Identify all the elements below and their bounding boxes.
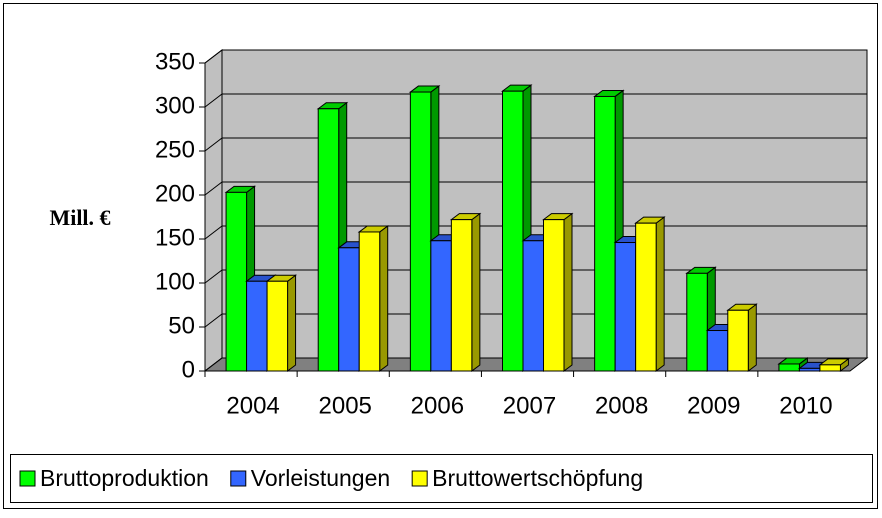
bar-front bbox=[706, 330, 729, 372]
bar-front bbox=[430, 240, 452, 372]
side-wall bbox=[204, 48, 223, 373]
bar-front bbox=[246, 280, 268, 372]
bar-front bbox=[450, 219, 473, 372]
bar-front bbox=[594, 95, 616, 372]
y-tick-label: 350 bbox=[155, 48, 195, 75]
legend-box bbox=[10, 454, 873, 503]
bar-side bbox=[655, 216, 665, 372]
bar bbox=[357, 224, 390, 372]
grid-line bbox=[204, 181, 867, 196]
y-tick-label: 200 bbox=[155, 180, 195, 207]
bar-front bbox=[266, 280, 289, 372]
y-tick-label: 0 bbox=[182, 356, 195, 383]
legend-label: Bruttowertschöpfung bbox=[432, 465, 643, 491]
grid-line bbox=[204, 93, 867, 108]
bar-side bbox=[287, 274, 297, 372]
y-axis-label: Mill. € bbox=[49, 205, 110, 230]
bar-front bbox=[635, 222, 657, 372]
x-tick-label: 2008 bbox=[595, 392, 648, 419]
x-tick-label: 2004 bbox=[226, 392, 279, 419]
bar bbox=[634, 216, 666, 372]
y-tick-label: 50 bbox=[168, 312, 195, 339]
bar-front bbox=[543, 219, 565, 372]
bar-front bbox=[686, 272, 708, 372]
x-tick-label: 2007 bbox=[503, 392, 556, 419]
bar-front bbox=[358, 231, 381, 372]
y-tick-label: 250 bbox=[155, 136, 195, 163]
legend-swatch bbox=[411, 470, 428, 487]
legend-swatch bbox=[19, 470, 36, 487]
bar-front bbox=[225, 191, 248, 372]
bar-front bbox=[727, 309, 749, 372]
x-tick-label: 2006 bbox=[411, 392, 464, 419]
bar-front bbox=[778, 363, 800, 372]
legend-swatch bbox=[230, 470, 247, 487]
x-tick-label: 2009 bbox=[687, 392, 740, 419]
bar-front bbox=[502, 90, 524, 372]
bar-front bbox=[338, 247, 360, 372]
bar-side bbox=[563, 212, 573, 372]
x-tick-label: 2005 bbox=[319, 392, 372, 419]
bar-front bbox=[819, 364, 841, 372]
bar-side bbox=[747, 303, 757, 372]
bar bbox=[449, 212, 482, 372]
bar-side bbox=[379, 224, 389, 372]
grid-line bbox=[204, 137, 867, 152]
bar bbox=[818, 357, 850, 372]
bar-front bbox=[798, 367, 821, 372]
bar-front bbox=[409, 91, 432, 372]
x-tick-label: 2010 bbox=[779, 392, 832, 419]
bar-front bbox=[614, 242, 637, 372]
y-tick-label: 150 bbox=[155, 224, 195, 251]
grid-line bbox=[204, 49, 867, 64]
y-tick-label: 300 bbox=[155, 92, 195, 119]
y-tick-label: 100 bbox=[155, 268, 195, 295]
legend-label: Vorleistungen bbox=[251, 465, 390, 491]
bar bbox=[265, 274, 298, 372]
bar-side bbox=[471, 212, 481, 372]
bar-front bbox=[522, 240, 544, 372]
bar-front bbox=[317, 108, 340, 372]
bar bbox=[542, 212, 574, 372]
bar bbox=[726, 303, 758, 372]
bar bbox=[685, 266, 717, 372]
legend-label: Bruttoproduktion bbox=[40, 465, 209, 491]
